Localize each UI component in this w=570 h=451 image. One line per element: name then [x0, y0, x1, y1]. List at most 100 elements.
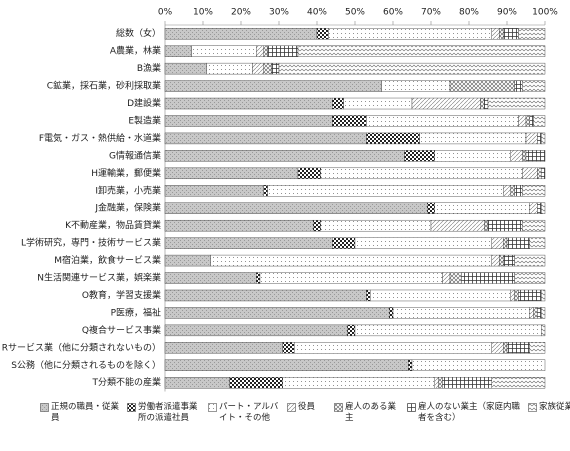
bar-segment — [518, 289, 542, 302]
bar-segment — [522, 167, 538, 180]
bar-segment — [525, 132, 538, 145]
bar-segment — [533, 307, 538, 319]
bar-segment — [449, 80, 515, 92]
y-tick-label: 総数（女） — [116, 27, 161, 39]
bar-segment — [294, 342, 493, 354]
legend-label: パート・アルバイト・その他 — [219, 402, 279, 423]
bar-segment — [404, 150, 435, 162]
legend: 正規の職員・従業員 労働者派遣事業所の派遣社員 パート・アルバイト・その他 役員 雇人の… — [40, 402, 570, 424]
bar-segment — [491, 342, 504, 354]
bar-segment — [442, 377, 492, 389]
bar-segment — [541, 307, 546, 319]
x-tick-label: 30% — [269, 8, 289, 18]
bar-segment — [484, 219, 489, 232]
bar-segment — [164, 272, 257, 284]
bar-segment — [392, 307, 531, 319]
bar-segment — [263, 45, 268, 57]
bar-segment — [442, 272, 451, 284]
legend-item: 雇人のない業主（家庭内職者を含む） — [407, 402, 522, 424]
bar-segment — [164, 237, 333, 249]
y-tick-label: J金融業，保険業 — [94, 202, 161, 214]
y-tick-label: C鉱業，採石業，砂利採取業 — [47, 80, 161, 92]
bar-segment — [164, 202, 428, 214]
bar-segment — [191, 45, 257, 57]
y-tick-label: D建設業 — [127, 97, 161, 109]
bar-segment — [522, 185, 546, 197]
bar-segment — [320, 167, 523, 180]
bar-segment — [541, 324, 546, 337]
bar-segment — [491, 237, 504, 249]
bar-segment — [164, 167, 299, 180]
bar-segment — [210, 254, 493, 267]
bar-segment — [252, 62, 264, 75]
y-tick-label: T分類不能の産業 — [92, 376, 162, 388]
bar-segment — [484, 97, 489, 110]
legend-swatch — [208, 403, 217, 412]
bar-segment — [487, 97, 546, 110]
bar-segment — [256, 45, 265, 57]
y-tick-label: K不動産業，物品賃貸業 — [65, 219, 161, 231]
bar-segment — [499, 254, 504, 267]
bar-segment — [164, 115, 333, 127]
bar-segment — [438, 377, 443, 389]
legend-swatch — [40, 403, 49, 412]
bar-segment — [533, 115, 546, 127]
bar-segment — [514, 254, 546, 267]
bar-segment — [529, 237, 546, 249]
legend-swatch-fill — [127, 403, 136, 412]
bar-segment — [354, 237, 493, 249]
bar-segment — [271, 62, 280, 75]
legend-label: 正規の職員・従業員 — [51, 402, 120, 423]
legend-swatch-fill — [40, 403, 49, 412]
bar-segment — [506, 342, 530, 354]
y-tick-label: E製造業 — [128, 114, 161, 126]
bar-segment — [529, 342, 546, 354]
y-tick-label: M宿泊業，飲食サービス業 — [54, 254, 161, 266]
bar-segment — [491, 28, 500, 40]
legend-swatch — [127, 403, 136, 412]
bar-segment — [263, 62, 272, 75]
bar-segment — [332, 115, 367, 127]
bar-segment — [503, 185, 512, 197]
legend-swatch — [528, 403, 537, 412]
y-tick-label: S公務（他に分類されるものを除く） — [11, 359, 161, 371]
bar-segment — [164, 342, 284, 354]
bar-segment — [434, 202, 530, 214]
legend-label: 雇人のある業主 — [345, 402, 397, 423]
x-tick-label: 40% — [307, 8, 327, 18]
bar-segment — [518, 115, 527, 127]
bar-segment — [259, 272, 443, 284]
bar-segment — [366, 115, 519, 127]
y-tick-label: F電気・ガス・熱供給・水道業 — [39, 132, 161, 144]
bar-segment — [499, 28, 504, 40]
legend-item: 雇人のある業主 — [334, 402, 401, 424]
bar-segment — [514, 185, 523, 197]
bar-segment — [480, 97, 485, 110]
bar-segment — [313, 219, 322, 232]
legend-label: 役員 — [298, 402, 316, 412]
bar-segment — [434, 377, 439, 389]
bar-segment — [278, 62, 546, 75]
y-tick-label: B漁業 — [137, 62, 161, 74]
bar-segment — [506, 237, 530, 249]
bar-segment — [491, 254, 500, 267]
x-tick-label: 60% — [383, 8, 403, 18]
bar-segment — [529, 115, 534, 127]
bar-segment — [518, 28, 546, 40]
bar-segment — [328, 28, 492, 40]
bar-segment — [514, 272, 546, 284]
bar-segment — [529, 307, 534, 319]
legend-item: 家族従業者 — [528, 402, 570, 424]
bar-segment — [267, 45, 299, 57]
bar-segment — [525, 150, 546, 162]
bar-segment — [522, 219, 546, 232]
legend-label: 家族従業者 — [539, 402, 570, 412]
bar-segment — [381, 80, 451, 92]
bar-segment — [525, 115, 530, 127]
bar-segment — [411, 97, 481, 110]
x-tick-label: 90% — [497, 8, 517, 18]
legend-swatch-fill — [528, 403, 537, 412]
bar-segment — [164, 80, 382, 92]
bar-segment — [434, 150, 511, 162]
x-tick-label: 100% — [532, 8, 558, 18]
